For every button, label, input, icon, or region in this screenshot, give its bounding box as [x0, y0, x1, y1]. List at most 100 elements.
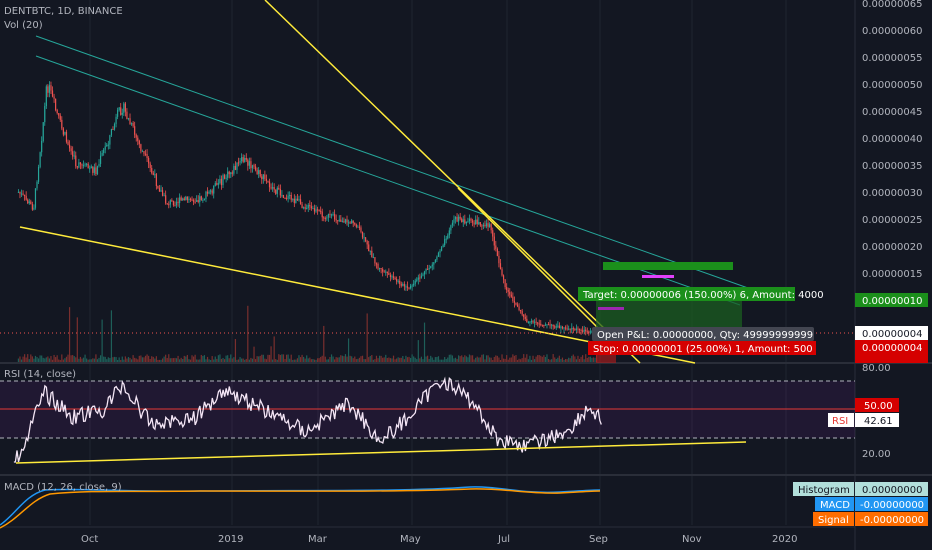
candle-body: [81, 164, 83, 166]
time-label-jul: Jul: [497, 534, 510, 545]
volume-bar: [399, 357, 401, 362]
trend-support-line[interactable]: [19, 226, 696, 364]
macd-pane[interactable]: MACD (12, 26, close, 9) Histogram 0.0000…: [0, 482, 928, 529]
volume-bar: [332, 356, 334, 362]
candle-body: [183, 198, 185, 201]
candle-body: [50, 85, 52, 91]
volume-bar: [430, 355, 432, 362]
candle-body: [568, 328, 570, 330]
trend-recent-line[interactable]: [457, 187, 601, 331]
candles: [17, 81, 598, 337]
candle-body: [453, 219, 455, 223]
volume-bar: [349, 355, 351, 362]
rsi-trend-line[interactable]: [15, 441, 747, 464]
volume-bar: [293, 359, 295, 362]
target-upper-zone[interactable]: [603, 262, 733, 270]
volume-bar: [78, 358, 80, 362]
volume-bar: [347, 338, 350, 362]
rsi-level-badge-bg: [855, 398, 899, 412]
candle-body: [459, 216, 461, 219]
volume-bar: [389, 358, 392, 362]
volume-bar: [558, 355, 560, 362]
volume-bar: [118, 357, 120, 362]
candle-body: [92, 166, 94, 173]
candle-body: [72, 151, 74, 157]
volume-bar: [307, 358, 309, 362]
volume-bar: [223, 359, 226, 362]
candle-body: [403, 284, 405, 287]
volume-bar: [171, 358, 173, 362]
volume-bar: [420, 356, 423, 362]
candle-body: [464, 219, 466, 224]
candle-body: [281, 195, 283, 197]
volume-bar: [95, 354, 97, 362]
volume-bar: [244, 359, 246, 362]
volume-bar: [208, 359, 210, 362]
rsi-value-badge: 42.61: [864, 416, 893, 427]
candle-body: [437, 252, 440, 257]
candle-body: [223, 175, 226, 179]
rsi-pane[interactable]: RSI (14, close) 80.00 20.00 50.00 RSI 42…: [0, 363, 899, 464]
candle-body: [388, 272, 390, 276]
volume-bar: [588, 356, 590, 362]
channel-upper-line[interactable]: [35, 35, 749, 289]
price-axis[interactable]: 0.00000065 0.00000060 0.00000055 0.00000050…: [862, 0, 922, 307]
volume-bar: [285, 354, 288, 362]
volume-bar: [158, 359, 161, 362]
volume-bar: [382, 357, 384, 362]
candle-body: [372, 257, 374, 259]
candle-body: [174, 205, 176, 207]
volume-bar: [408, 356, 410, 362]
time-label-nov: Nov: [682, 534, 702, 545]
candle-body: [180, 197, 182, 201]
volume-bar: [374, 359, 376, 362]
candle-body: [479, 222, 481, 226]
volume-bar: [551, 359, 553, 362]
candle-body: [200, 196, 202, 201]
candle-body: [20, 193, 23, 195]
candle-body: [44, 106, 46, 123]
candle-body: [433, 262, 435, 265]
volume-bar: [315, 359, 317, 362]
candle-body: [430, 266, 432, 268]
trend-descending-line[interactable]: [264, 0, 641, 364]
volume-bar: [427, 355, 429, 362]
volume-bar: [185, 356, 187, 362]
open-pl-label: Open P&L: 0.00000000, Qty: 49999999999: [597, 330, 813, 341]
volume-bar: [501, 354, 503, 362]
time-label-2019: 2019: [218, 534, 243, 545]
candle-body: [191, 199, 193, 201]
volume-bar: [31, 356, 33, 362]
volume-bar: [568, 357, 570, 362]
volume-bar: [468, 354, 471, 362]
candle-body: [107, 144, 109, 146]
candle-body: [137, 137, 139, 141]
candle-body: [382, 269, 384, 272]
price-tick-label: 0.00000030: [862, 188, 922, 199]
candle-body: [127, 118, 130, 120]
candle-body: [299, 199, 302, 205]
volume-bar: [254, 359, 257, 362]
candle-body: [36, 181, 38, 189]
candle-body: [25, 196, 27, 200]
price-tick-label: 0.00000015: [862, 269, 922, 280]
candle-body: [416, 279, 418, 281]
candle-body: [106, 144, 108, 147]
position-tool[interactable]: Target: 0.00000006 (150.00%) 6, Amount: …: [578, 262, 824, 363]
volume-bar: [124, 356, 126, 362]
volume-bar: [402, 355, 404, 362]
candle-body: [90, 166, 92, 169]
volume-bar: [543, 355, 545, 362]
volume-bar: [481, 354, 483, 362]
candle-body: [239, 161, 241, 163]
volume-bar: [289, 358, 291, 362]
candle-body: [409, 285, 412, 289]
candle-body: [509, 291, 511, 295]
candle-body: [222, 175, 224, 186]
candle-body: [98, 163, 100, 167]
candle-body: [188, 198, 190, 200]
time-axis[interactable]: Oct 2019 Mar May Jul Sep Nov 2020: [81, 534, 797, 545]
volume-bar: [471, 355, 474, 362]
trend-lines[interactable]: [19, 0, 696, 364]
